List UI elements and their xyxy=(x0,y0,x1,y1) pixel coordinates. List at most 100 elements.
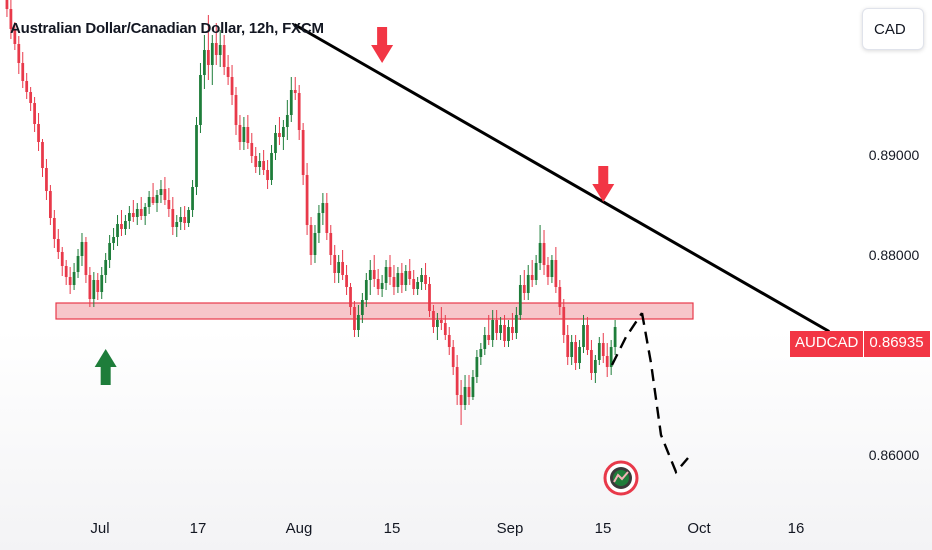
candle-body xyxy=(222,45,226,67)
x-tick-label: 15 xyxy=(595,520,612,537)
candle-body xyxy=(609,347,613,367)
candle-body xyxy=(108,243,112,260)
candle-body xyxy=(522,285,526,293)
candle-body xyxy=(436,320,439,327)
candle-body xyxy=(321,203,325,213)
candle-body xyxy=(582,325,585,347)
candle-body xyxy=(400,273,404,285)
candle-body xyxy=(538,243,542,263)
candle-body xyxy=(254,156,258,167)
x-tick-label: 16 xyxy=(788,520,805,537)
candle-body xyxy=(305,175,309,225)
candle-body xyxy=(76,256,80,272)
candle-body xyxy=(586,325,589,350)
candle-body xyxy=(590,350,593,373)
candle-body xyxy=(601,343,605,356)
candle-body xyxy=(104,260,108,275)
candle-body xyxy=(554,260,558,287)
tradingview-logo-icon[interactable] xyxy=(603,460,639,496)
candle-body xyxy=(558,287,562,307)
candle-body xyxy=(17,44,21,63)
candle-body xyxy=(206,50,210,65)
price-tag-symbol: AUDCAD xyxy=(790,331,865,357)
candle-body xyxy=(151,197,155,203)
candle-body xyxy=(562,307,566,335)
candle-body xyxy=(349,287,352,307)
candle-body xyxy=(467,387,471,397)
candle-body xyxy=(455,367,459,395)
candle-body xyxy=(5,0,9,9)
candle-body xyxy=(214,43,218,55)
candle-body xyxy=(124,221,127,229)
candle-body xyxy=(203,50,206,75)
candle-body xyxy=(187,210,190,223)
candle-body xyxy=(428,284,431,311)
candle-body xyxy=(514,315,518,333)
candle-body xyxy=(471,377,475,397)
chart-title: Australian Dollar/Canadian Dollar, 12h, … xyxy=(10,20,324,37)
candle-body xyxy=(155,195,159,203)
candle-body xyxy=(424,275,427,284)
candle-body xyxy=(597,343,601,360)
candle-body xyxy=(439,320,443,323)
candle-body xyxy=(566,335,570,357)
x-tick-label: Jul xyxy=(90,520,109,537)
candle-body xyxy=(143,207,147,216)
candle-body xyxy=(368,270,372,280)
candle-body xyxy=(443,323,447,335)
candle-body xyxy=(84,242,88,275)
price-tag-value: 0.86935 xyxy=(864,331,930,357)
candle-body xyxy=(317,213,321,233)
candle-body xyxy=(147,197,151,207)
candle-body xyxy=(282,127,285,137)
candle-body xyxy=(475,357,479,377)
candle-body xyxy=(593,360,597,373)
candles-group xyxy=(5,0,617,425)
y-tick-label: 0.89000 xyxy=(869,147,920,163)
candle-body xyxy=(218,45,222,55)
candle-body xyxy=(112,237,115,243)
candle-body xyxy=(266,170,269,180)
candle-body xyxy=(163,189,167,200)
candle-body xyxy=(380,283,384,289)
candle-body xyxy=(167,200,171,209)
candle-body xyxy=(100,275,104,292)
x-tick-label: Sep xyxy=(497,520,524,537)
candle-body xyxy=(13,29,17,44)
candle-body xyxy=(179,217,183,222)
candle-body xyxy=(341,262,345,275)
candle-body xyxy=(384,267,388,283)
candle-body xyxy=(491,320,495,340)
candle-body xyxy=(499,325,502,333)
candle-body xyxy=(238,125,242,142)
candle-body xyxy=(412,279,416,289)
candle-body xyxy=(495,320,499,333)
candle-body xyxy=(37,124,40,142)
candle-body xyxy=(92,280,96,299)
candle-body xyxy=(388,267,392,277)
candle-body xyxy=(21,63,25,81)
candle-body xyxy=(64,266,68,277)
x-tick-label: Aug xyxy=(286,520,313,537)
trendline xyxy=(293,23,830,333)
candle-body xyxy=(171,209,175,227)
candle-body xyxy=(278,133,281,137)
projection-path-1 xyxy=(610,312,643,366)
currency-button[interactable]: CAD xyxy=(862,8,924,50)
candle-body xyxy=(404,271,408,285)
candle-body xyxy=(274,133,277,153)
x-tick-label: 15 xyxy=(384,520,401,537)
candle-body xyxy=(191,187,194,210)
candle-body xyxy=(29,92,33,103)
candle-body xyxy=(613,327,617,347)
candle-body xyxy=(511,327,514,333)
candle-body xyxy=(376,279,380,289)
candle-body xyxy=(226,67,230,77)
candle-body xyxy=(329,233,333,255)
candle-body xyxy=(333,255,337,273)
candle-body xyxy=(530,275,534,280)
candle-body xyxy=(396,273,400,287)
candle-body xyxy=(242,127,246,142)
